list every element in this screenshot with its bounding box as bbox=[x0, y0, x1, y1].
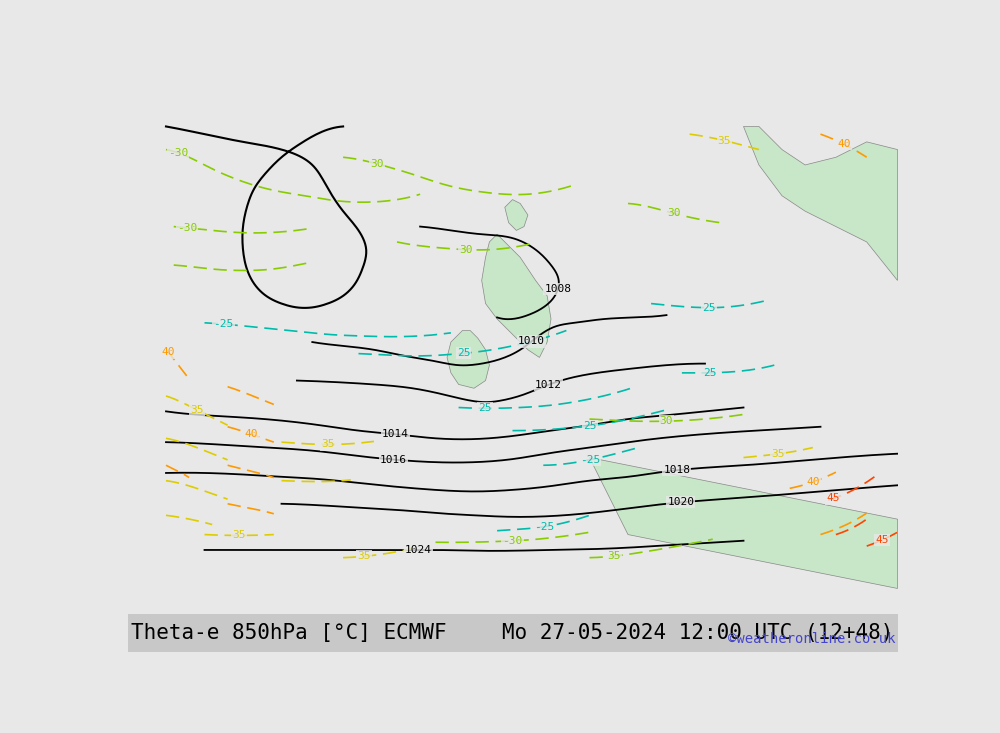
Text: 25: 25 bbox=[478, 403, 492, 413]
Text: 45: 45 bbox=[826, 493, 840, 504]
Text: 1010: 1010 bbox=[518, 336, 545, 347]
Text: 1018: 1018 bbox=[663, 465, 690, 475]
Text: 30: 30 bbox=[459, 245, 473, 254]
Text: 35: 35 bbox=[321, 440, 334, 449]
Text: -30: -30 bbox=[168, 148, 188, 158]
Text: 25: 25 bbox=[703, 368, 716, 377]
Text: 30: 30 bbox=[667, 208, 681, 218]
Text: 35: 35 bbox=[771, 449, 785, 459]
Text: 30: 30 bbox=[371, 159, 384, 169]
Text: -25: -25 bbox=[213, 319, 234, 329]
Text: 40: 40 bbox=[244, 429, 257, 439]
Text: -25: -25 bbox=[534, 522, 554, 531]
Text: -30: -30 bbox=[177, 223, 197, 233]
Text: -25: -25 bbox=[580, 454, 600, 465]
Text: 35: 35 bbox=[718, 136, 731, 146]
Bar bbox=[128, 614, 898, 652]
Polygon shape bbox=[744, 127, 898, 281]
Polygon shape bbox=[447, 331, 489, 388]
Text: Theta-e 850hPa [°C] ECMWF: Theta-e 850hPa [°C] ECMWF bbox=[131, 623, 447, 643]
Text: 1014: 1014 bbox=[382, 430, 409, 439]
Text: 1012: 1012 bbox=[535, 380, 562, 390]
Text: 30: 30 bbox=[660, 416, 673, 426]
Text: 40: 40 bbox=[807, 477, 820, 487]
Text: ©weatheronline.co.uk: ©weatheronline.co.uk bbox=[728, 632, 896, 647]
Text: Mo 27-05-2024 12:00 UTC (12+48): Mo 27-05-2024 12:00 UTC (12+48) bbox=[502, 623, 894, 643]
Text: 1024: 1024 bbox=[405, 545, 432, 555]
Polygon shape bbox=[482, 235, 551, 358]
Polygon shape bbox=[505, 199, 528, 230]
Text: 40: 40 bbox=[162, 347, 175, 358]
Text: -30: -30 bbox=[502, 536, 523, 546]
Text: 25: 25 bbox=[457, 348, 470, 358]
Text: 35: 35 bbox=[607, 551, 621, 561]
Text: 1020: 1020 bbox=[667, 498, 694, 507]
Text: 35: 35 bbox=[357, 551, 371, 561]
Polygon shape bbox=[590, 457, 898, 589]
Text: 1016: 1016 bbox=[380, 454, 407, 465]
Text: 1008: 1008 bbox=[544, 284, 571, 294]
Text: 25: 25 bbox=[583, 421, 597, 431]
Text: 40: 40 bbox=[837, 139, 851, 150]
Text: 35: 35 bbox=[232, 531, 246, 540]
Text: 35: 35 bbox=[190, 405, 204, 415]
Text: 45: 45 bbox=[876, 535, 889, 545]
Text: 25: 25 bbox=[702, 303, 716, 313]
